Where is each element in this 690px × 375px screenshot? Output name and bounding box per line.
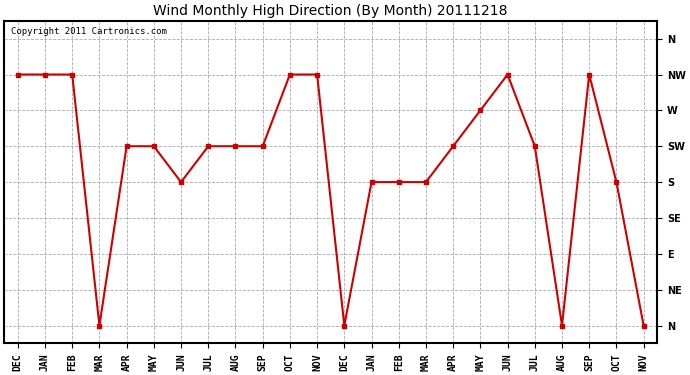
Title: Wind Monthly High Direction (By Month) 20111218: Wind Monthly High Direction (By Month) 2… xyxy=(153,4,508,18)
Text: Copyright 2011 Cartronics.com: Copyright 2011 Cartronics.com xyxy=(11,27,166,36)
